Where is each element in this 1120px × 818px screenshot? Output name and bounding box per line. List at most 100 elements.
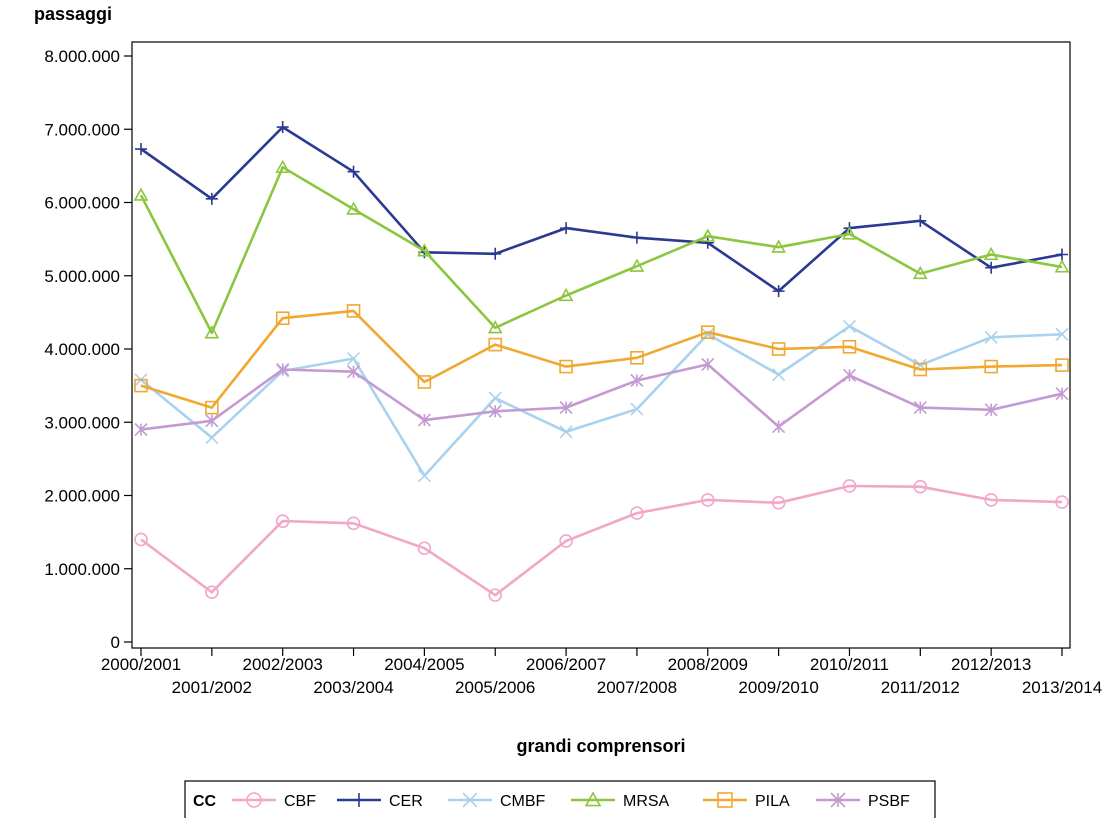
point-marker bbox=[204, 325, 220, 339]
x-tick-label: 2013/2014 bbox=[1022, 678, 1102, 697]
point-marker bbox=[135, 143, 147, 156]
point-marker bbox=[842, 340, 857, 354]
point-marker bbox=[246, 792, 262, 808]
point-marker bbox=[275, 311, 290, 326]
point-marker bbox=[205, 431, 219, 445]
series-line bbox=[140, 324, 1063, 478]
x-axis-title: grandi comprensori bbox=[516, 736, 685, 756]
point-marker bbox=[913, 401, 927, 415]
point-marker bbox=[842, 226, 857, 240]
point-marker bbox=[630, 350, 644, 365]
point-marker bbox=[488, 391, 502, 405]
point-marker bbox=[346, 351, 361, 366]
series-line bbox=[140, 363, 1063, 431]
legend-label: CBF bbox=[284, 793, 316, 810]
point-marker bbox=[417, 243, 432, 257]
point-marker bbox=[346, 516, 361, 531]
point-marker bbox=[352, 793, 366, 807]
series-line bbox=[140, 484, 1063, 597]
point-marker bbox=[559, 401, 573, 415]
legend-label: PSBF bbox=[868, 793, 910, 810]
point-marker bbox=[984, 493, 998, 507]
y-tick-label: 7.000.000 bbox=[44, 120, 120, 139]
point-marker bbox=[912, 265, 928, 280]
point-marker bbox=[275, 514, 290, 528]
point-marker bbox=[346, 201, 361, 215]
point-marker bbox=[417, 541, 432, 556]
point-marker bbox=[1055, 387, 1069, 401]
legend-box bbox=[184, 780, 936, 818]
y-tick-label: 1.000.000 bbox=[44, 560, 120, 579]
series-line bbox=[139, 166, 1063, 335]
point-marker bbox=[1054, 259, 1070, 273]
point-marker bbox=[913, 362, 928, 377]
point-marker bbox=[630, 373, 644, 388]
point-marker bbox=[630, 506, 644, 520]
point-marker bbox=[584, 791, 602, 807]
point-marker bbox=[276, 362, 290, 377]
point-marker bbox=[275, 159, 291, 173]
point-marker bbox=[134, 378, 148, 393]
legend-title: CC bbox=[193, 793, 217, 810]
point-marker bbox=[488, 404, 502, 418]
point-marker bbox=[772, 420, 786, 434]
point-marker bbox=[487, 320, 503, 334]
point-marker bbox=[558, 287, 574, 302]
y-tick-label: 0 bbox=[111, 633, 120, 652]
point-marker bbox=[205, 585, 219, 599]
legend-label: PILA bbox=[755, 793, 790, 810]
point-marker bbox=[983, 246, 999, 261]
y-tick-label: 4.000.000 bbox=[44, 340, 120, 359]
series-psbf bbox=[134, 357, 1069, 437]
legend-item-cer: CER bbox=[337, 793, 423, 810]
point-marker bbox=[346, 304, 361, 318]
point-marker bbox=[347, 165, 360, 178]
series-cer bbox=[135, 121, 1068, 298]
point-marker bbox=[771, 239, 786, 253]
legend-label: MRSA bbox=[623, 793, 670, 810]
x-tick-label: 2001/2002 bbox=[172, 678, 252, 697]
y-axis: 0 1.000.000 2.000.000 3.000.000 4.000.000 5.0… bbox=[44, 47, 132, 652]
x-tick-label: 2002/2003 bbox=[243, 655, 323, 674]
point-marker bbox=[772, 368, 786, 382]
point-marker bbox=[772, 285, 785, 298]
point-marker bbox=[842, 479, 857, 493]
series-cbf bbox=[134, 479, 1069, 602]
point-marker bbox=[488, 337, 503, 352]
point-marker bbox=[913, 479, 928, 494]
x-tick-label: 2010/2011 bbox=[810, 655, 889, 674]
point-marker bbox=[1056, 248, 1068, 261]
legend-item-mrsa: MRSA bbox=[571, 791, 670, 810]
point-marker bbox=[560, 222, 573, 235]
legend-item-psbf: PSBF bbox=[816, 792, 910, 810]
x-tick-label: 2008/2009 bbox=[668, 655, 748, 674]
legend-item-cmbf: CMBF bbox=[448, 792, 546, 810]
x-tick-label: 2006/2007 bbox=[526, 655, 606, 674]
legend: CC CBF CER CMBF MRSA PILA PSBF bbox=[184, 780, 936, 818]
point-marker bbox=[842, 319, 857, 333]
point-marker bbox=[134, 423, 148, 437]
point-marker bbox=[717, 792, 733, 808]
x-tick-label: 2007/2008 bbox=[597, 678, 677, 697]
point-marker bbox=[700, 228, 716, 242]
point-marker bbox=[701, 357, 715, 371]
point-marker bbox=[462, 792, 478, 808]
x-tick-label: 2005/2006 bbox=[455, 678, 535, 697]
y-tick-label: 5.000.000 bbox=[44, 267, 120, 286]
series-cmbf bbox=[134, 319, 1069, 483]
series-mrsa bbox=[133, 159, 1070, 339]
point-marker bbox=[205, 192, 218, 205]
y-tick-label: 3.000.000 bbox=[44, 413, 120, 432]
x-tick-label: 2012/2013 bbox=[951, 655, 1031, 674]
point-marker bbox=[134, 532, 148, 547]
point-marker bbox=[630, 231, 643, 244]
point-marker bbox=[914, 214, 927, 227]
x-tick-label: 2000/2001 bbox=[101, 655, 181, 674]
series-line bbox=[140, 125, 1063, 293]
point-marker bbox=[842, 368, 857, 382]
point-marker bbox=[133, 187, 149, 201]
point-marker bbox=[830, 792, 846, 808]
point-marker bbox=[771, 342, 786, 356]
point-marker bbox=[701, 236, 714, 249]
